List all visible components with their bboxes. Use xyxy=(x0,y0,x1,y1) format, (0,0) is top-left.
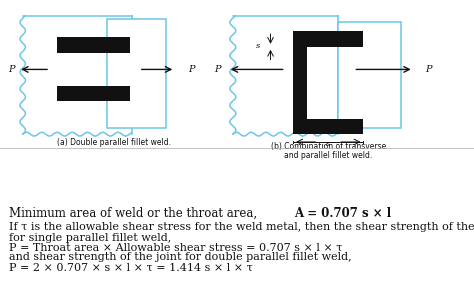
Text: s: s xyxy=(326,140,330,148)
Bar xyxy=(57,86,130,101)
Bar xyxy=(57,38,130,53)
Bar xyxy=(293,118,364,134)
Bar xyxy=(107,19,166,128)
Text: P: P xyxy=(8,65,15,74)
Text: P = 2 × 0.707 × s × l × τ = 1.414 s × l × τ: P = 2 × 0.707 × s × l × τ = 1.414 s × l … xyxy=(9,262,254,273)
Text: P: P xyxy=(215,65,221,74)
Text: (a) Double parallel fillet weld.: (a) Double parallel fillet weld. xyxy=(57,138,171,147)
Text: (b) Combination of transverse: (b) Combination of transverse xyxy=(271,142,386,151)
Text: Minimum area of weld or the throat area,: Minimum area of weld or the throat area, xyxy=(9,207,257,220)
Text: and shear strength of the joint for double parallel fillet weld,: and shear strength of the joint for doub… xyxy=(9,252,352,262)
Text: P = Throat area × Allowable shear stress = 0.707 s × l × τ: P = Throat area × Allowable shear stress… xyxy=(9,242,343,252)
Bar xyxy=(293,31,364,47)
Text: P: P xyxy=(426,65,432,74)
Text: and parallel fillet weld.: and parallel fillet weld. xyxy=(284,151,373,160)
Bar xyxy=(338,22,401,128)
Text: A = 0.707 s × l: A = 0.707 s × l xyxy=(294,207,391,220)
Text: If τ is the allowable shear stress for the weld metal, then the shear strength o: If τ is the allowable shear stress for t… xyxy=(9,222,474,232)
Text: for single parallel fillet weld,: for single parallel fillet weld, xyxy=(9,233,172,243)
Text: s: s xyxy=(256,42,260,50)
Bar xyxy=(293,31,307,122)
Text: P: P xyxy=(188,65,194,74)
